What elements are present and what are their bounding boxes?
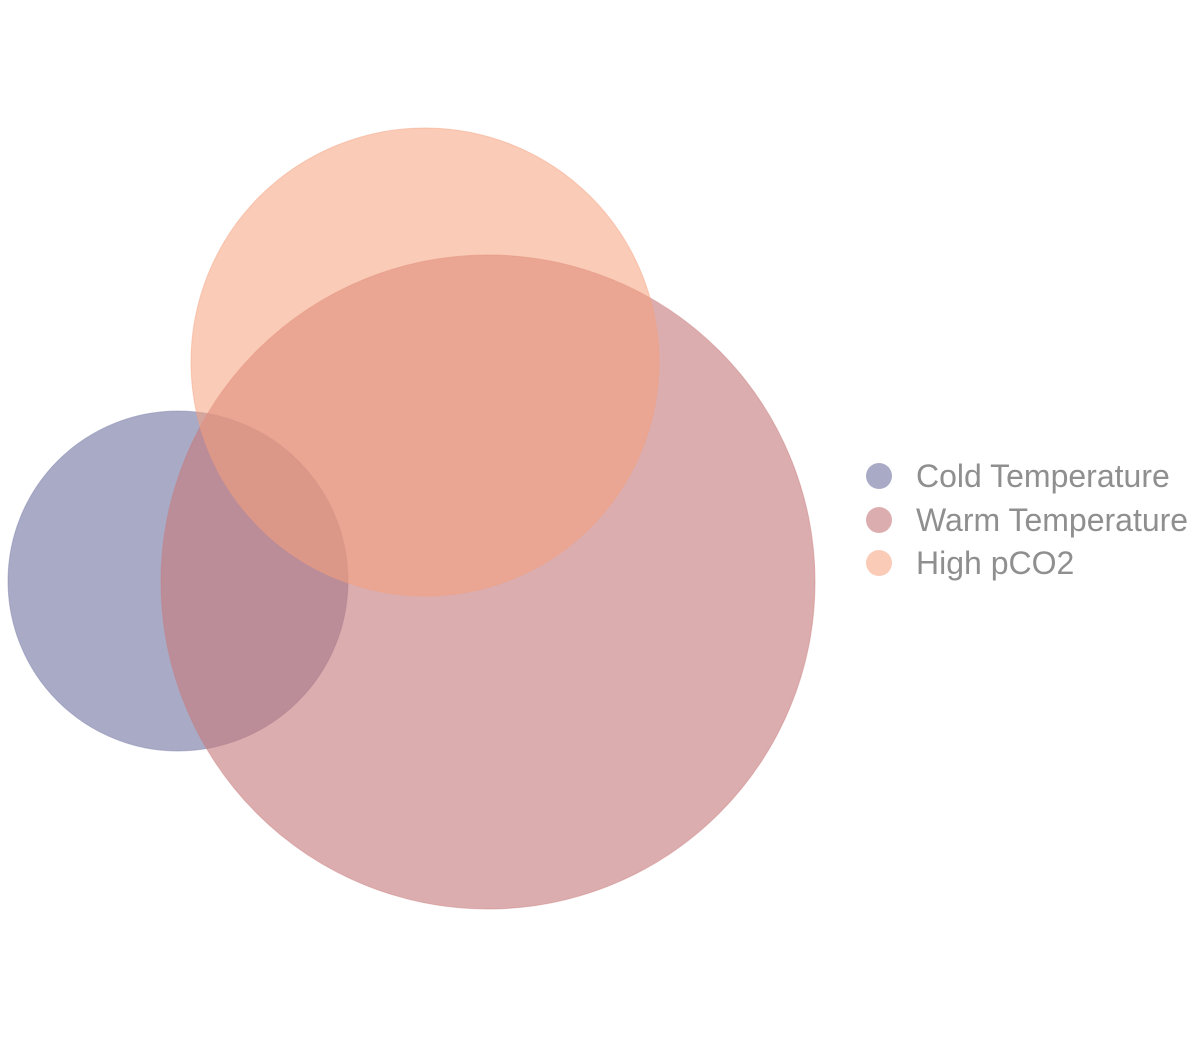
high-pco2-circle	[190, 127, 660, 597]
legend-item-cold-temperature: Cold Temperature	[866, 458, 1170, 494]
legend-label-warm-temperature: Warm Temperature	[916, 502, 1188, 538]
legend-label-high-pco2: High pCO2	[916, 545, 1074, 581]
legend-swatch-warm-temperature	[866, 507, 892, 533]
venn-circles	[7, 127, 816, 910]
legend-item-warm-temperature: Warm Temperature	[866, 502, 1188, 538]
legend-swatch-high-pco2	[866, 550, 892, 576]
legend: Cold Temperature Warm Temperature High p…	[866, 458, 1188, 581]
legend-label-cold-temperature: Cold Temperature	[916, 458, 1170, 494]
legend-swatch-cold-temperature	[866, 463, 892, 489]
legend-item-high-pco2: High pCO2	[866, 545, 1074, 581]
